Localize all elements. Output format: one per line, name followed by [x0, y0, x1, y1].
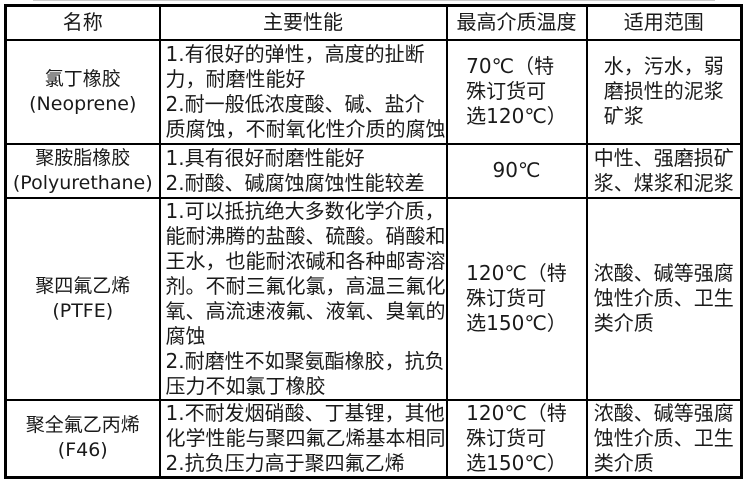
- cell-application: 浓酸、碱等强腐 蚀性介质、卫生 类介质: [585, 196, 743, 401]
- header-application-range-label: 适用范围: [623, 10, 704, 35]
- cell-material-name: 氯丁橡胶 (Neoprene): [4, 38, 161, 145]
- material-name-text: 氯丁橡胶 (Neoprene): [29, 67, 137, 115]
- material-name-text: 聚四氟乙烯 (PTFE): [35, 274, 131, 322]
- cell-performance: 1.有很好的弹性，高度的扯断 力，耐磨性能好 2.耐一般低浓度酸、碱、盐介 质腐…: [158, 38, 448, 145]
- application-text: 中性、强磨损矿 浆、煤浆和泥浆: [593, 145, 734, 195]
- table-header-row: 名称 主要性能 最高介质温度 适用范围: [4, 4, 743, 41]
- cell-material-name: 聚全氟乙丙烯 (F46): [4, 398, 161, 478]
- material-name-text: 聚全氟乙丙烯 (F46): [25, 414, 140, 461]
- application-text: 浓酸、碱等强腐 蚀性介质、卫生 类介质: [593, 400, 734, 475]
- max-temp-text: 120℃（特 殊订货可 选150℃）: [466, 261, 567, 335]
- table-row-neoprene: 氯丁橡胶 (Neoprene) 1.有很好的弹性，高度的扯断 力，耐磨性能好 2…: [4, 38, 743, 145]
- header-main-performance: 主要性能: [158, 4, 448, 41]
- performance-text: 1.具有很好耐磨性能好 2.耐酸、碱腐蚀腐蚀性能较差: [165, 145, 425, 195]
- cell-max-temp: 90℃: [445, 142, 588, 199]
- cell-material-name: 聚胺脂橡胶 (Polyurethane): [4, 142, 161, 199]
- performance-text: 1.可以抵抗绝大多数化学介质， 能耐沸腾的盐酸、硫酸。硝酸和 王水，也能耐浓碱和…: [165, 198, 446, 398]
- cell-application: 中性、强磨损矿 浆、煤浆和泥浆: [585, 142, 743, 199]
- header-application-range: 适用范围: [585, 4, 743, 41]
- cell-performance: 1.不耐发烟硝酸、丁基锂，其他 化学性能与聚四氟乙烯基本相同 2.抗负压力高于聚…: [158, 398, 448, 478]
- cell-max-temp: 120℃（特 殊订货可 选150℃）: [445, 196, 588, 401]
- table-row-f46: 聚全氟乙丙烯 (F46) 1.不耐发烟硝酸、丁基锂，其他 化学性能与聚四氟乙烯基…: [4, 398, 743, 478]
- cell-performance: 1.具有很好耐磨性能好 2.耐酸、碱腐蚀腐蚀性能较差: [158, 142, 448, 199]
- max-temp-text: 90℃: [492, 158, 541, 182]
- performance-text: 1.有很好的弹性，高度的扯断 力，耐磨性能好 2.耐一般低浓度酸、碱、盐介 质腐…: [165, 41, 446, 141]
- table-row-ptfe: 聚四氟乙烯 (PTFE) 1.可以抵抗绝大多数化学介质， 能耐沸腾的盐酸、硫酸。…: [4, 196, 743, 401]
- cell-performance: 1.可以抵抗绝大多数化学介质， 能耐沸腾的盐酸、硫酸。硝酸和 王水，也能耐浓碱和…: [158, 196, 448, 401]
- header-main-performance-label: 主要性能: [263, 10, 343, 35]
- table-row-polyurethane: 聚胺脂橡胶 (Polyurethane) 1.具有很好耐磨性能好 2.耐酸、碱腐…: [4, 142, 743, 199]
- header-max-medium-temperature-label: 最高介质温度: [456, 10, 577, 35]
- cell-max-temp: 120℃（特 殊订货可 选150℃）: [445, 398, 588, 478]
- material-name-text: 聚胺脂橡胶 (Polyurethane): [12, 146, 153, 194]
- performance-text: 1.不耐发烟硝酸、丁基锂，其他 化学性能与聚四氟乙烯基本相同 2.抗负压力高于聚…: [165, 400, 446, 475]
- max-temp-text: 70℃（特 殊订货可 选120℃）: [466, 54, 567, 128]
- cell-material-name: 聚四氟乙烯 (PTFE): [4, 196, 161, 401]
- cell-max-temp: 70℃（特 殊订货可 选120℃）: [445, 38, 588, 145]
- header-material-name: 名称: [4, 4, 161, 41]
- header-material-name-label: 名称: [62, 10, 103, 35]
- application-text: 浓酸、碱等强腐 蚀性介质、卫生 类介质: [593, 261, 734, 335]
- cell-application: 浓酸、碱等强腐 蚀性介质、卫生 类介质: [585, 398, 743, 478]
- max-temp-text: 120℃（特 殊订货可 选150℃）: [466, 400, 567, 475]
- application-text: 水，污水，弱 磨损性的泥浆 矿浆: [603, 54, 724, 128]
- top-edge-line: [33, 0, 715, 1]
- material-spec-table: 名称 主要性能 最高介质温度 适用范围 氯丁橡胶 (Neoprene) 1.有很…: [4, 4, 743, 479]
- cell-application: 水，污水，弱 磨损性的泥浆 矿浆: [585, 38, 743, 145]
- header-max-medium-temperature: 最高介质温度: [445, 4, 588, 41]
